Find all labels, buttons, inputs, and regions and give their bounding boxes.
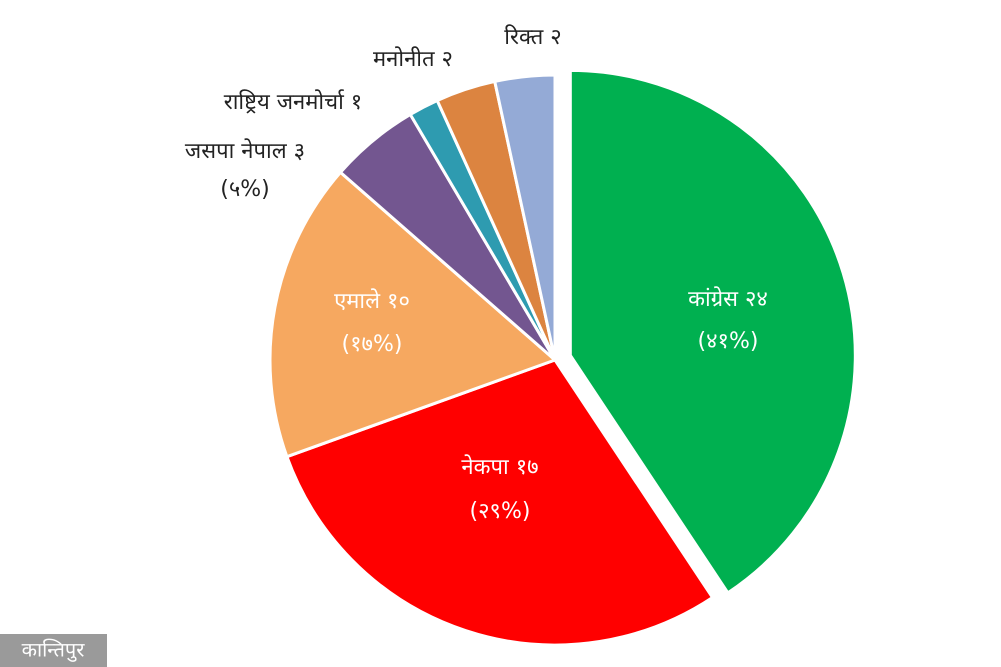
category-label: राष्ट्रिय जनमोर्चा [224,89,345,115]
category-label: नेकपा [461,454,509,480]
slice-label: रिक्त २ [504,24,561,50]
slice [492,73,557,361]
slice-label: कांग्रेस २४ [688,286,768,312]
slice-label: एमाले १० [334,288,410,314]
category-label: जसपा नेपाल [185,138,288,164]
percentage-label: (२९%) [470,499,531,524]
percentage-label: (१७%) [342,332,403,357]
value-label: २४ [745,287,768,312]
slice [568,68,857,595]
percentage-label: (४१%) [698,329,759,354]
value-label: १० [387,289,410,314]
slice-label: नेकपा १७ [461,454,538,480]
slice-label: जसपा नेपाल ३ [185,138,305,164]
value-label: १ [351,90,362,115]
category-label: एमाले [334,288,381,314]
slice-label: राष्ट्रिय जनमोर्चा १ [224,89,363,115]
value-label: ३ [294,139,305,164]
slice [268,170,558,459]
watermark-box [0,634,107,667]
value-label: २ [550,25,561,50]
category-label: कांग्रेस [688,286,739,312]
slice [284,358,715,647]
watermark: कान्तिपुर [22,638,86,663]
slice-label: मनोनीत २ [373,46,453,72]
category-label: मनोनीत [373,46,435,72]
value-label: १७ [516,455,539,480]
value-label: २ [442,47,453,72]
category-label: रिक्त [504,24,543,50]
percentage-label: (५%) [220,177,270,202]
